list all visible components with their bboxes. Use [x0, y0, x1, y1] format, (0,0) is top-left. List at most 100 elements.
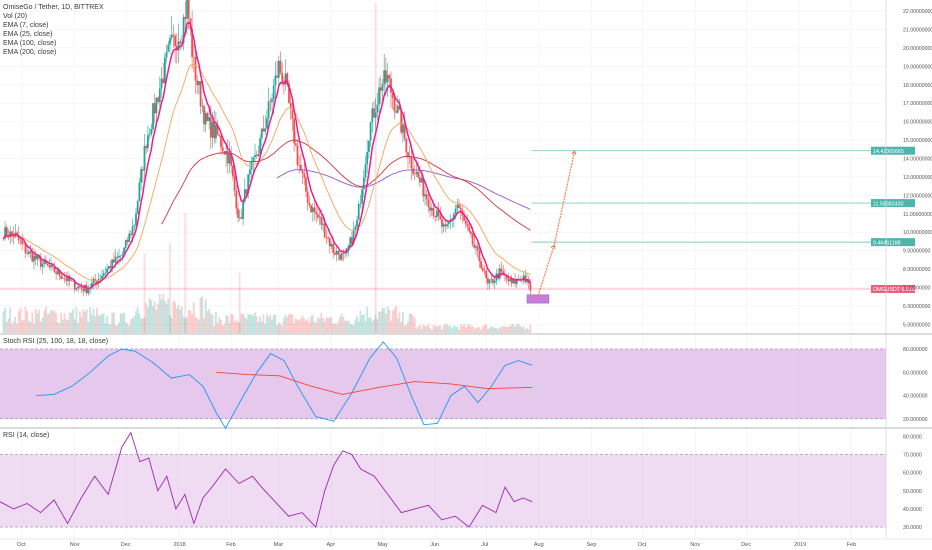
- candle[interactable]: [62, 278, 64, 279]
- candle[interactable]: [478, 250, 481, 262]
- candle[interactable]: [417, 171, 420, 178]
- candle[interactable]: [136, 200, 139, 214]
- candle[interactable]: [437, 210, 440, 216]
- candle[interactable]: [425, 194, 428, 200]
- candle[interactable]: [259, 138, 261, 154]
- candle[interactable]: [84, 285, 86, 292]
- candle[interactable]: [262, 128, 265, 132]
- candle[interactable]: [364, 164, 367, 178]
- candle[interactable]: [337, 250, 340, 255]
- candle[interactable]: [395, 111, 397, 113]
- candle[interactable]: [289, 102, 292, 109]
- candle[interactable]: [419, 177, 421, 183]
- candle[interactable]: [322, 223, 324, 225]
- candle[interactable]: [430, 207, 433, 211]
- candle[interactable]: [96, 281, 98, 284]
- candle[interactable]: [187, 0, 190, 19]
- candle[interactable]: [427, 199, 430, 208]
- candle[interactable]: [310, 205, 312, 213]
- candle[interactable]: [31, 252, 34, 262]
- candle[interactable]: [308, 202, 311, 206]
- candle[interactable]: [483, 270, 486, 272]
- candle[interactable]: [453, 213, 455, 219]
- candle[interactable]: [354, 226, 357, 230]
- candle[interactable]: [487, 278, 489, 284]
- candle[interactable]: [407, 152, 409, 158]
- candle[interactable]: [174, 35, 176, 46]
- candle[interactable]: [50, 264, 52, 268]
- candle[interactable]: [63, 278, 66, 279]
- candle[interactable]: [90, 283, 93, 288]
- candle[interactable]: [500, 268, 503, 272]
- candle[interactable]: [126, 240, 129, 243]
- candle[interactable]: [67, 276, 69, 282]
- candle[interactable]: [432, 207, 435, 216]
- candle[interactable]: [267, 101, 270, 119]
- candle[interactable]: [502, 271, 505, 275]
- candle[interactable]: [420, 178, 423, 183]
- candle[interactable]: [320, 216, 323, 225]
- candle[interactable]: [413, 173, 416, 175]
- candle[interactable]: [318, 216, 321, 218]
- candle[interactable]: [498, 268, 501, 279]
- target-price-tag[interactable]: [871, 238, 915, 247]
- candle[interactable]: [162, 78, 165, 83]
- candle[interactable]: [381, 84, 384, 91]
- candle[interactable]: [177, 41, 180, 51]
- candle[interactable]: [313, 207, 316, 213]
- candle[interactable]: [410, 156, 413, 169]
- candle[interactable]: [378, 87, 380, 105]
- candle[interactable]: [514, 279, 516, 284]
- candle[interactable]: [446, 224, 448, 227]
- candle[interactable]: [325, 237, 328, 238]
- ema200-line[interactable]: [276, 169, 531, 210]
- candle[interactable]: [228, 153, 231, 164]
- candle[interactable]: [362, 177, 365, 190]
- candle[interactable]: [352, 229, 355, 244]
- candle[interactable]: [376, 104, 379, 113]
- candle[interactable]: [393, 97, 396, 112]
- candle[interactable]: [186, 0, 188, 19]
- candle[interactable]: [48, 265, 51, 268]
- candle[interactable]: [441, 219, 443, 227]
- candle[interactable]: [434, 215, 437, 218]
- candle[interactable]: [286, 73, 289, 85]
- candle[interactable]: [475, 246, 477, 248]
- candle[interactable]: [175, 45, 178, 51]
- candle[interactable]: [5, 227, 8, 236]
- candle[interactable]: [260, 128, 263, 139]
- candle[interactable]: [342, 252, 345, 254]
- candle[interactable]: [330, 244, 333, 247]
- legend-ema25[interactable]: EMA (25, close): [3, 31, 53, 38]
- candle[interactable]: [296, 145, 299, 166]
- candle[interactable]: [33, 255, 35, 262]
- candle[interactable]: [359, 203, 362, 205]
- candle[interactable]: [55, 272, 57, 274]
- candle[interactable]: [400, 109, 403, 133]
- candle[interactable]: [111, 259, 114, 269]
- candle[interactable]: [46, 263, 49, 266]
- candle[interactable]: [65, 278, 68, 282]
- candle[interactable]: [252, 157, 255, 162]
- candle[interactable]: [58, 269, 61, 276]
- candle[interactable]: [238, 217, 241, 218]
- candle[interactable]: [317, 214, 319, 218]
- candle[interactable]: [232, 165, 234, 177]
- candle[interactable]: [99, 278, 102, 280]
- candle[interactable]: [512, 279, 515, 284]
- candle[interactable]: [374, 112, 377, 118]
- candle[interactable]: [422, 178, 425, 197]
- rsi-series-line[interactable]: [0, 431, 533, 529]
- candle[interactable]: [82, 288, 85, 292]
- buy-zone-box[interactable]: [526, 294, 550, 304]
- candle[interactable]: [128, 233, 131, 243]
- candle[interactable]: [124, 240, 127, 248]
- rsi-title[interactable]: RSI (14, close): [3, 432, 50, 439]
- candle[interactable]: [524, 275, 527, 283]
- candle[interactable]: [301, 170, 304, 174]
- candle[interactable]: [388, 75, 391, 79]
- candle[interactable]: [371, 108, 374, 123]
- candle[interactable]: [466, 223, 469, 227]
- candle[interactable]: [277, 60, 280, 78]
- candle[interactable]: [41, 263, 44, 267]
